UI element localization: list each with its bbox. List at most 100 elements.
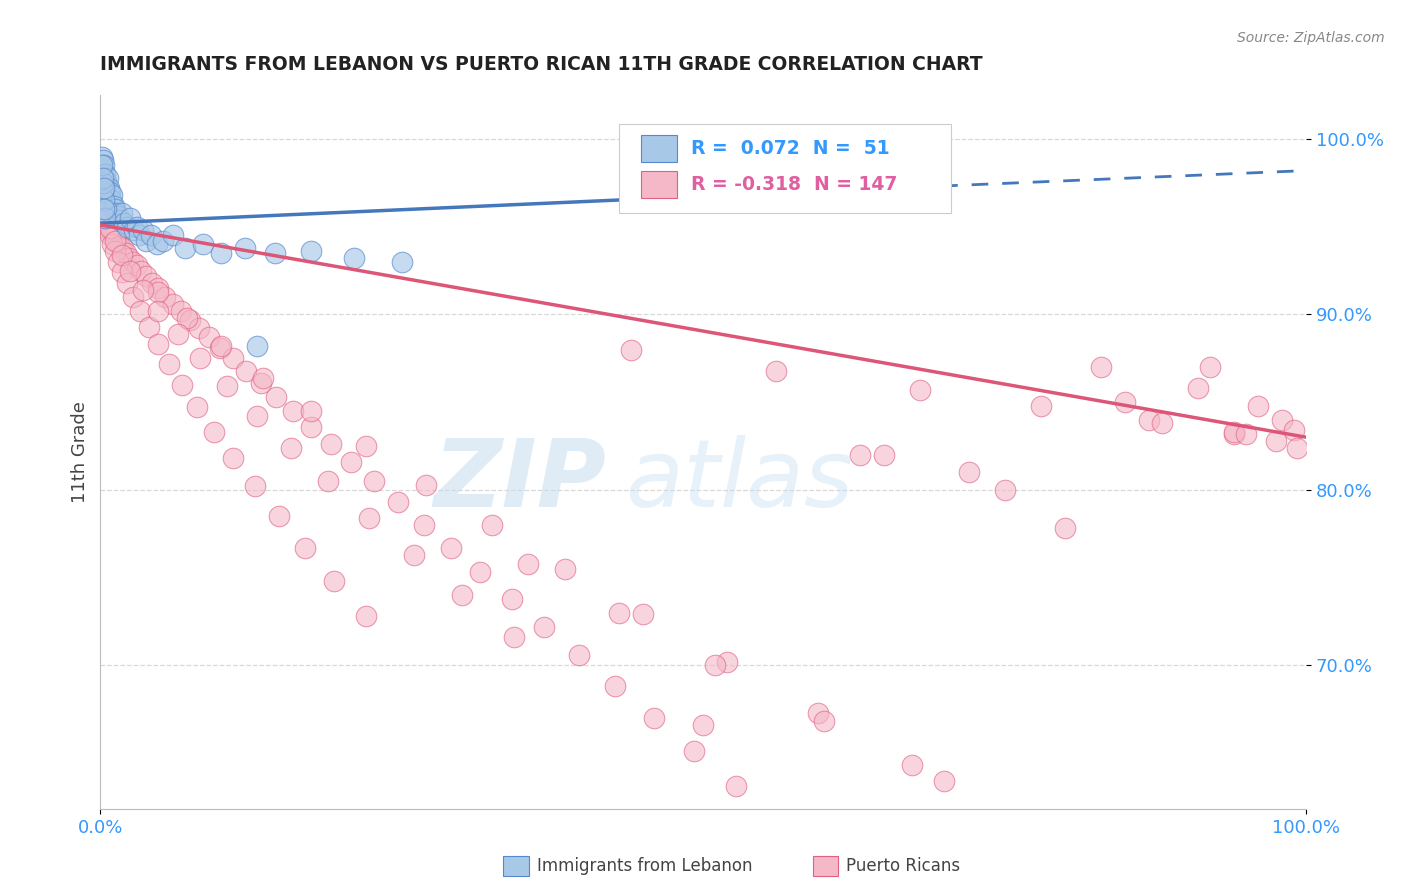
Point [716,655,738,669]
Point [115,276,138,290]
Point [98,221,121,235]
Point [131,283,153,297]
Point [97,216,120,230]
Point [100,223,122,237]
Point [91,194,114,208]
Point [112,241,135,255]
Point [91,169,114,183]
Point [391,254,413,268]
Point [176,310,198,325]
Point [1139,412,1161,426]
Bar [641,171,676,198]
Point [90,149,112,163]
Point [91,170,114,185]
Point [354,439,377,453]
FancyBboxPatch shape [619,124,950,213]
Point [813,855,835,869]
Text: ZIP: ZIP [434,434,607,526]
Point [111,248,134,262]
Point [131,223,153,237]
Point [765,363,787,377]
Point [148,337,170,351]
Point [1066,837,1088,851]
Point [209,339,232,353]
Point [97,170,120,185]
Point [323,574,346,588]
Point [98,219,121,234]
Point [402,548,425,562]
Point [101,216,124,230]
Point [264,246,287,260]
Point [115,219,138,234]
Point [128,228,150,243]
Point [129,304,152,318]
Point [104,202,127,216]
Point [148,304,170,318]
Point [138,319,160,334]
Point [190,351,212,366]
Point [131,263,153,277]
Point [342,252,364,266]
Point [198,330,221,344]
Point [692,718,714,732]
Point [105,205,128,219]
Point [501,591,523,606]
Point [107,209,129,223]
Point [93,194,115,208]
Point [93,197,115,211]
Point [179,312,201,326]
Point [103,223,125,237]
Point [101,188,124,202]
Point [96,209,118,223]
Point [768,816,790,830]
Point [280,441,302,455]
Point [120,211,142,225]
Point [607,606,630,620]
Point [110,241,132,255]
Point [202,425,225,439]
Point [415,477,437,491]
Point [157,357,180,371]
Point [91,185,114,199]
Point [105,234,128,248]
Point [470,566,492,580]
Point [451,588,474,602]
Point [107,254,129,268]
Point [266,390,288,404]
Point [1054,521,1077,535]
Point [172,377,194,392]
Point [98,185,121,199]
Point [873,448,896,462]
Point [148,285,170,299]
Point [682,744,704,758]
Point [533,620,555,634]
Point [94,211,117,225]
Point [188,321,211,335]
Point [316,474,339,488]
Point [96,174,118,188]
Point [363,474,385,488]
Point [114,246,136,260]
Point [1271,412,1294,426]
Point [125,258,148,272]
Point [118,252,141,266]
Point [1285,441,1308,455]
Point [90,158,112,172]
Point [1247,399,1270,413]
Text: Immigrants from Lebanon: Immigrants from Lebanon [537,857,752,875]
Text: Source: ZipAtlas.com: Source: ZipAtlas.com [1237,31,1385,45]
Point [108,212,131,227]
Point [97,223,120,237]
Point [1234,426,1257,441]
Point [724,780,747,794]
Point [135,234,157,248]
Point [90,181,112,195]
Point [412,518,434,533]
Point [554,562,576,576]
Text: Puerto Ricans: Puerto Ricans [846,857,960,875]
Point [249,376,271,390]
Point [209,246,232,260]
Point [299,404,322,418]
Point [155,290,177,304]
Point [294,541,316,555]
